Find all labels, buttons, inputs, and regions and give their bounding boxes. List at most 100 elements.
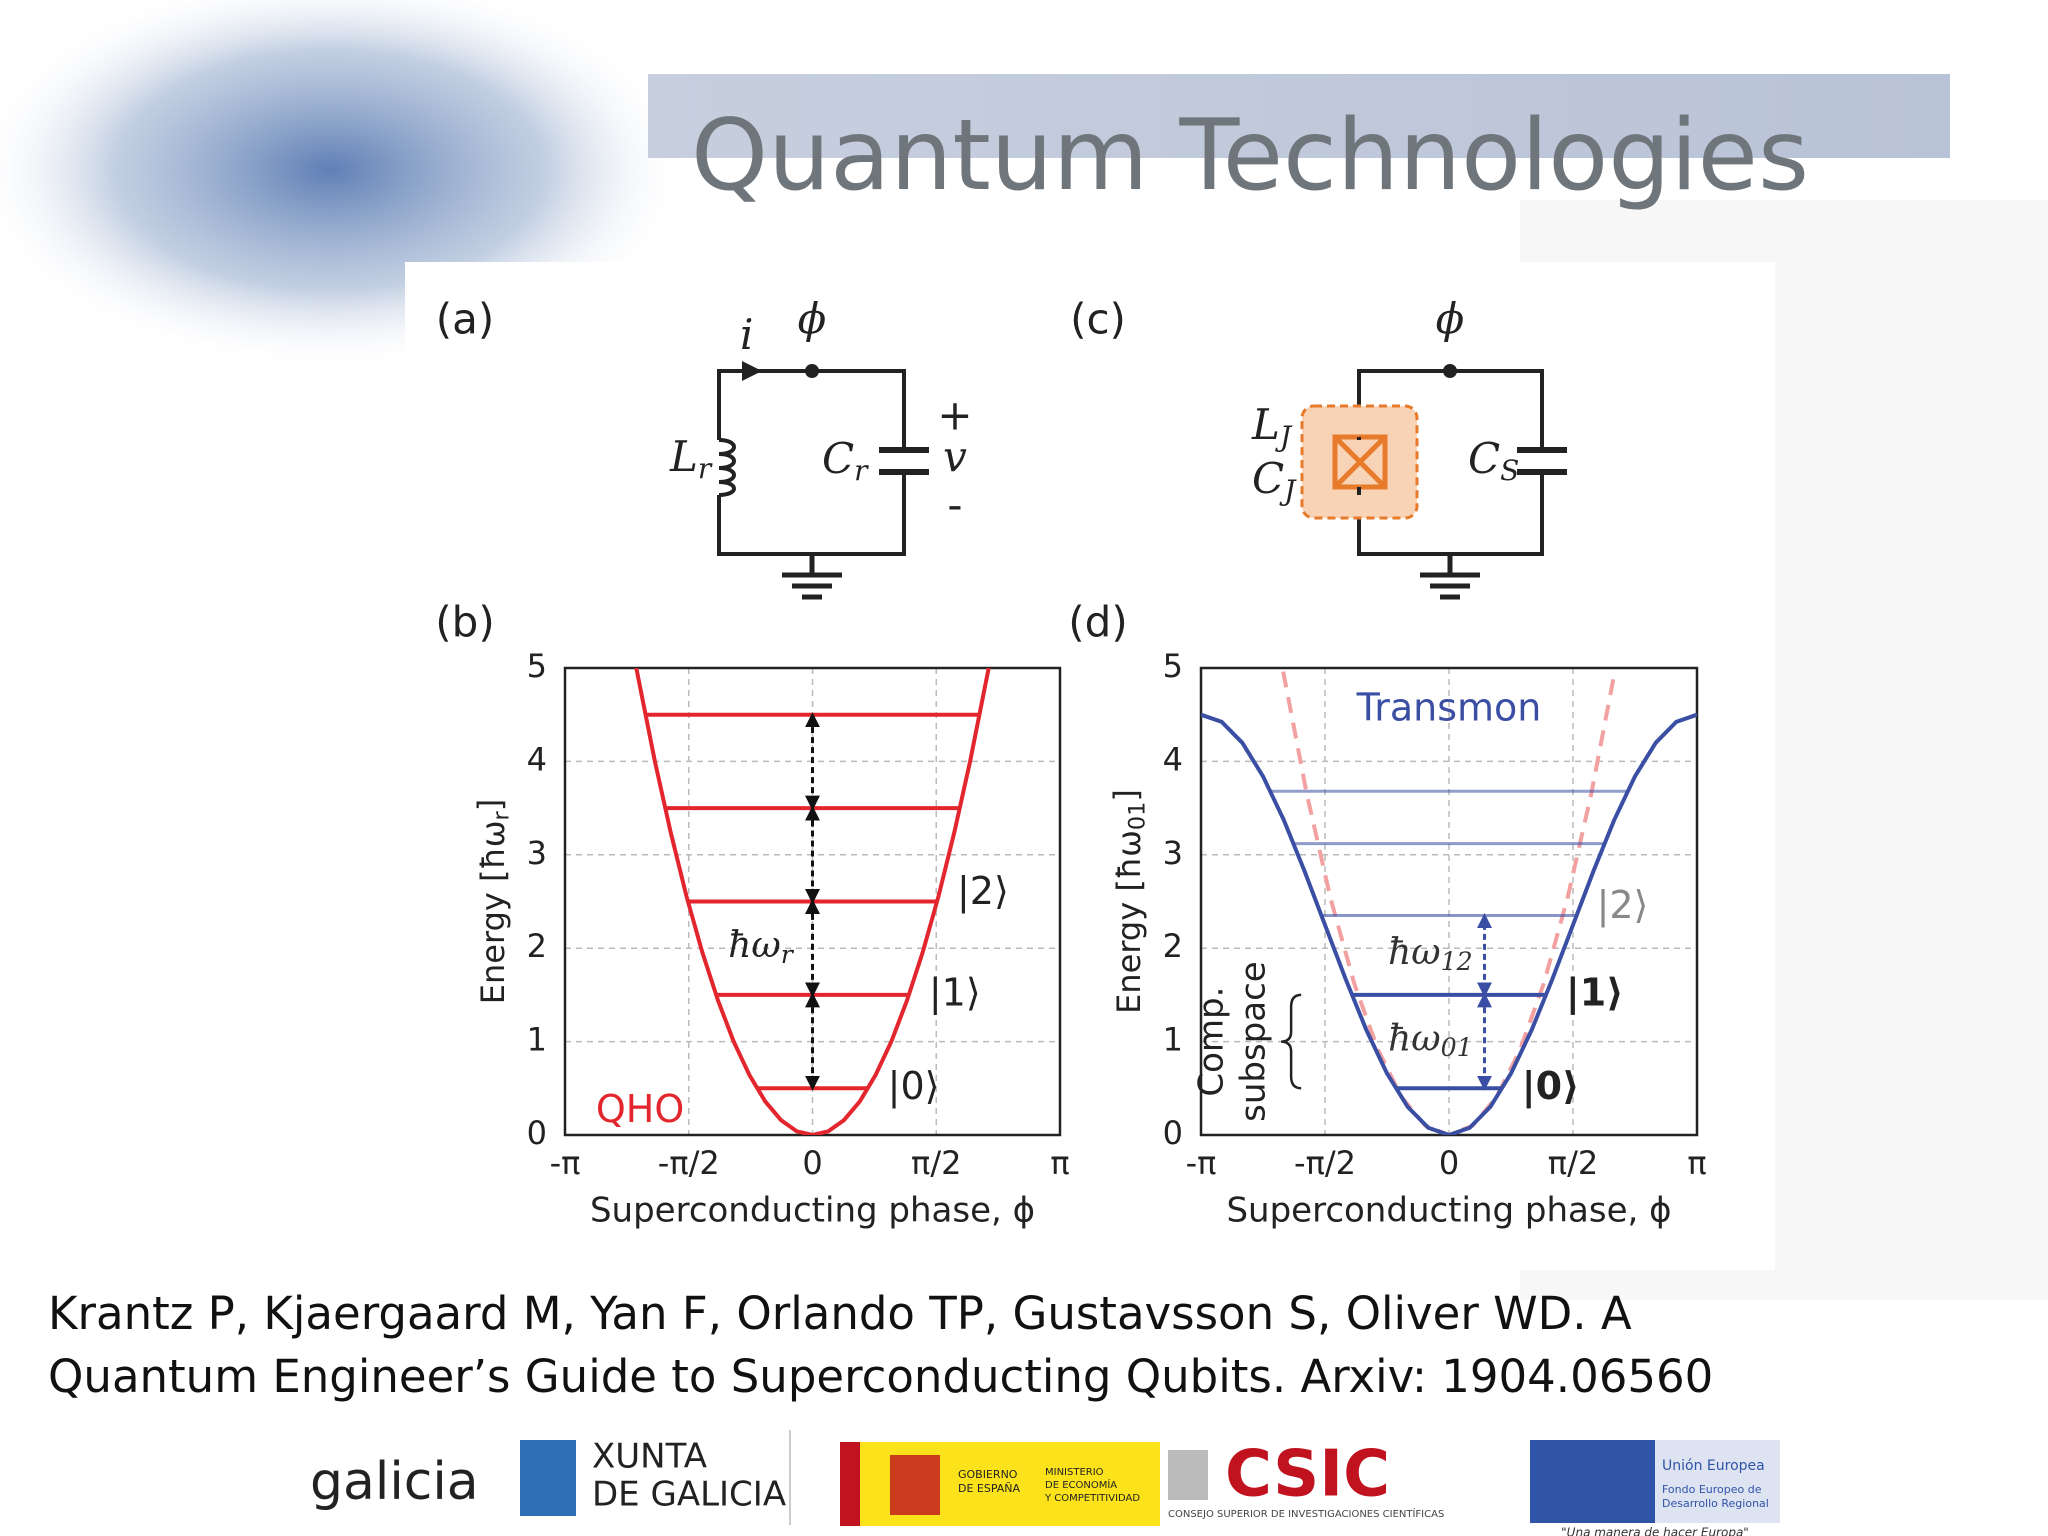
logo-galicia: galicia bbox=[310, 1452, 479, 1512]
x-tick-label: 0 bbox=[1439, 1144, 1459, 1182]
potential-curve bbox=[1201, 712, 1697, 1135]
node bbox=[1443, 364, 1457, 378]
phi-label: ϕ bbox=[1436, 294, 1465, 343]
plus-label: + bbox=[937, 391, 972, 440]
state-label: |1⟩ bbox=[1566, 970, 1624, 1015]
brace bbox=[1281, 993, 1302, 1090]
x-axis-label: Superconducting phase, ϕ bbox=[1226, 1191, 1671, 1231]
citation: Krantz P, Kjaergaard M, Yan F, Orlando T… bbox=[48, 1287, 1713, 1403]
text-part: ħω bbox=[1388, 1019, 1441, 1060]
state-label: |0⟩ bbox=[1522, 1064, 1580, 1109]
state-label: |0⟩ bbox=[888, 1064, 940, 1109]
panel-label: (d) bbox=[1068, 598, 1127, 647]
text-part: ħω bbox=[1388, 932, 1441, 973]
x-tick-label: -π bbox=[1186, 1144, 1217, 1182]
logo-text: DE ECONOMÍA bbox=[1045, 1478, 1117, 1491]
capacitor-label: Cr bbox=[822, 434, 869, 487]
spacing-label: ħω01 bbox=[1388, 1019, 1473, 1063]
state-label: |1⟩ bbox=[929, 970, 981, 1015]
logo-text: DE ESPAÑA bbox=[958, 1482, 1021, 1495]
x-axis-label: Superconducting phase, ϕ bbox=[590, 1191, 1035, 1231]
text-part: ] bbox=[471, 799, 509, 811]
y-tick-label: 0 bbox=[1163, 1114, 1183, 1152]
logo-text: Unión Europea bbox=[1662, 1458, 1765, 1474]
subscript: 12 bbox=[1441, 947, 1473, 976]
current-label: i bbox=[740, 310, 753, 359]
title: Quantum Technologies bbox=[691, 99, 1809, 213]
y-tick-label: 3 bbox=[527, 834, 547, 872]
voltage-label: v bbox=[943, 432, 967, 481]
figure-panel bbox=[405, 262, 1775, 1270]
panel-label: (c) bbox=[1070, 295, 1126, 344]
minus-label: - bbox=[947, 481, 962, 530]
brace-label: subspace bbox=[1234, 961, 1274, 1122]
y-tick-label: 2 bbox=[527, 927, 547, 965]
logo-eu-box bbox=[1655, 1440, 1780, 1523]
title-bar bbox=[648, 74, 1950, 158]
y-tick-label: 4 bbox=[1163, 740, 1183, 778]
logo-xunta: XUNTA bbox=[592, 1437, 707, 1477]
potential-curve bbox=[634, 668, 991, 1135]
harmonic-curve bbox=[1281, 671, 1617, 1135]
citation-line: Krantz P, Kjaergaard M, Yan F, Orlando T… bbox=[48, 1287, 1632, 1340]
logo-text: "Una manera de hacer Europa" bbox=[1561, 1526, 1749, 1536]
citation-line: Quantum Engineer’s Guide to Superconduct… bbox=[48, 1350, 1713, 1403]
panel-label: (a) bbox=[436, 295, 495, 344]
y-tick-label: 5 bbox=[1163, 647, 1183, 685]
text-part: Energy [ħω bbox=[1110, 830, 1148, 1014]
spacing-label: ħω12 bbox=[1388, 932, 1473, 976]
text-part: ] bbox=[1107, 789, 1145, 801]
subscript: r bbox=[488, 810, 514, 820]
logo-flag bbox=[840, 1442, 860, 1526]
junction-label: LJ bbox=[1251, 400, 1293, 453]
model-label: Transmon bbox=[1356, 686, 1542, 730]
subscript: 01 bbox=[1441, 1033, 1473, 1062]
brace-label: Comp. bbox=[1192, 987, 1232, 1097]
subscript: r bbox=[781, 940, 795, 969]
y-tick-label: 0 bbox=[527, 1114, 547, 1152]
node bbox=[805, 364, 819, 378]
spacing-label: ħωr bbox=[728, 925, 795, 969]
x-tick-label: -π/2 bbox=[658, 1144, 720, 1182]
x-tick-label: π/2 bbox=[1548, 1144, 1598, 1182]
x-tick-label: π bbox=[1050, 1144, 1069, 1182]
y-tick-label: 5 bbox=[527, 647, 547, 685]
y-tick-label: 2 bbox=[1163, 927, 1183, 965]
logo-xunta: DE GALICIA bbox=[592, 1475, 786, 1515]
logo-csic-emblem bbox=[1168, 1450, 1208, 1500]
circuit-labels: (a) (c) (b) (d) i ϕ ϕ + v - Lr Cr LJ CJ … bbox=[435, 294, 1519, 647]
subscript: 01 bbox=[1124, 802, 1150, 831]
state-label: |2⟩ bbox=[1597, 883, 1649, 928]
state-label: |2⟩ bbox=[957, 869, 1009, 914]
logo-text: MINISTERIO bbox=[1045, 1467, 1104, 1478]
text-part: Energy [ħω bbox=[474, 820, 512, 1004]
logo-text: Y COMPETITIVIDAD bbox=[1044, 1493, 1140, 1504]
inductor-label: Lr bbox=[669, 432, 713, 485]
capacitor-label: CS bbox=[1468, 434, 1519, 487]
junction-label: CJ bbox=[1252, 454, 1297, 507]
logo-shield bbox=[520, 1440, 576, 1516]
y-axis-label: Energy [ħω01] bbox=[1107, 789, 1150, 1014]
logo-arms bbox=[890, 1455, 940, 1515]
x-tick-label: 0 bbox=[802, 1144, 822, 1182]
logo-text: Desarrollo Regional bbox=[1662, 1497, 1769, 1510]
y-tick-label: 3 bbox=[1163, 834, 1183, 872]
x-tick-label: π/2 bbox=[911, 1144, 961, 1182]
x-tick-label: -π/2 bbox=[1294, 1144, 1356, 1182]
model-label: QHO bbox=[596, 1087, 684, 1131]
y-tick-label: 1 bbox=[1163, 1021, 1183, 1059]
logo-text: Fondo Europeo de bbox=[1662, 1483, 1762, 1496]
phi-label: ϕ bbox=[798, 294, 827, 343]
panel-label: (b) bbox=[435, 598, 494, 647]
logo-text: CONSEJO SUPERIOR DE INVESTIGACIONES CIEN… bbox=[1168, 1507, 1444, 1520]
x-tick-label: -π bbox=[550, 1144, 581, 1182]
logo-text: GOBIERNO bbox=[958, 1468, 1018, 1481]
text-part: ħω bbox=[728, 925, 781, 966]
logo-eu-flag bbox=[1530, 1440, 1655, 1523]
logo-csic: CSIC bbox=[1225, 1438, 1390, 1512]
logos: galicia XUNTA DE GALICIA GOBIERNO DE ESP… bbox=[310, 1430, 1780, 1536]
y-axis-label: Energy [ħωr] bbox=[471, 799, 514, 1004]
